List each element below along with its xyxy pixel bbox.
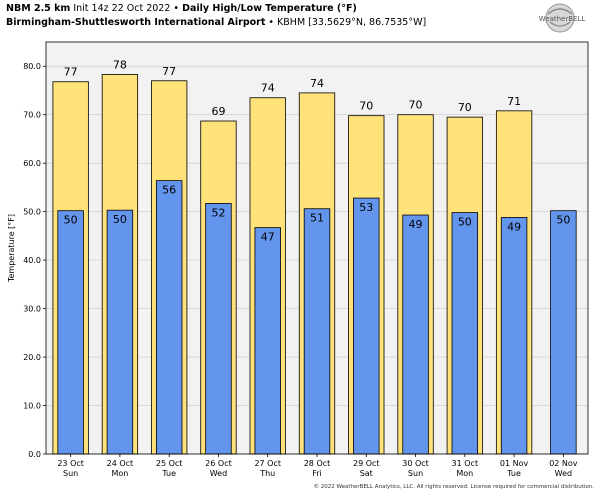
x-tick-label-date: 29 Oct	[353, 459, 380, 468]
high-temp-label: 70	[409, 99, 423, 112]
high-temp-label: 69	[211, 105, 225, 118]
low-temp-label: 51	[310, 212, 324, 225]
x-tick-label-day: Sun	[408, 469, 423, 478]
y-tick-label: 10.0	[23, 402, 41, 411]
low-temp-label: 50	[113, 213, 127, 226]
x-tick-label-date: 31 Oct	[452, 459, 479, 468]
low-temp-bar	[500, 217, 528, 455]
y-tick-label: 70.0	[23, 111, 41, 120]
x-tick-label-date: 23 Oct	[57, 459, 84, 468]
y-tick-label: 80.0	[23, 62, 41, 71]
chart-title-line: NBM 2.5 km Init 14z 22 Oct 2022 • Daily …	[6, 3, 357, 14]
x-tick-label-date: 27 Oct	[254, 459, 281, 468]
weatherbell-logo: WeatherBELL	[539, 3, 586, 33]
low-temp-bar	[254, 227, 281, 455]
y-tick-label: 60.0	[23, 159, 41, 168]
high-temp-label: 74	[310, 77, 324, 90]
low-temp-label: 56	[162, 184, 176, 197]
low-temp-label: 50	[458, 216, 472, 229]
x-tick-label-day: Fri	[312, 469, 322, 478]
title-bullet: •	[173, 3, 180, 14]
high-temp-label: 71	[507, 95, 521, 108]
high-temp-label: 78	[113, 58, 127, 71]
low-temp-label: 49	[507, 220, 521, 233]
high-temp-label: 77	[64, 66, 78, 79]
y-tick-label: 30.0	[23, 305, 41, 314]
y-tick-label: 50.0	[23, 208, 41, 217]
low-temp-bar	[402, 214, 429, 455]
high-temp-label: 70	[458, 101, 472, 114]
init-time: Init 14z 22 Oct 2022	[73, 3, 171, 14]
station-info: KBHM [33.5629°N, 86.7535°W]	[277, 17, 427, 28]
x-tick-label-date: 25 Oct	[156, 459, 183, 468]
low-temp-label: 49	[409, 218, 423, 231]
x-tick-label-date: 24 Oct	[107, 459, 134, 468]
x-tick-label-day: Mon	[456, 469, 473, 478]
x-tick-label-day: Wed	[210, 469, 227, 478]
x-tick-label-day: Mon	[111, 469, 128, 478]
x-tick-label-date: 01 Nov	[500, 459, 529, 468]
y-axis-label: Temperature [°F]	[7, 214, 16, 283]
low-temp-bar	[353, 197, 380, 455]
station-name: Birmingham-Shuttlesworth International A…	[6, 17, 266, 28]
high-temp-label: 70	[359, 100, 373, 113]
y-tick-label: 40.0	[23, 256, 41, 265]
x-tick-label-date: 26 Oct	[205, 459, 232, 468]
low-temp-label: 50	[64, 214, 78, 227]
low-temp-bar	[205, 203, 232, 455]
model-name: NBM 2.5 km	[6, 3, 71, 14]
x-tick-label-day: Sun	[63, 469, 78, 478]
low-temp-bar	[155, 180, 183, 455]
x-tick-label-date: 28 Oct	[304, 459, 331, 468]
x-tick-label-day: Wed	[555, 469, 572, 478]
low-temp-label: 47	[261, 231, 275, 244]
y-tick-label: 0.0	[28, 450, 41, 459]
x-tick-label-date: 02 Nov	[549, 459, 578, 468]
station-line: Birmingham-Shuttlesworth International A…	[6, 17, 426, 28]
y-tick-label: 20.0	[23, 353, 41, 362]
product-title: Daily High/Low Temperature (°F)	[182, 3, 357, 14]
x-tick-label-date: 30 Oct	[402, 459, 429, 468]
low-temp-bar	[550, 210, 577, 455]
logo-text: WeatherBELL	[539, 15, 586, 23]
low-temp-bar	[303, 208, 331, 455]
station-bullet: •	[268, 17, 275, 28]
low-temp-bar	[57, 210, 84, 455]
low-temp-bar	[106, 209, 134, 455]
x-tick-label-day: Tue	[506, 469, 521, 478]
copyright-notice: © 2022 WeatherBELL Analytics, LLC. All r…	[313, 484, 594, 490]
x-tick-label-day: Tue	[161, 469, 176, 478]
x-tick-label-day: Thu	[259, 469, 275, 478]
x-tick-label-day: Sat	[360, 469, 373, 478]
high-temp-label: 74	[261, 82, 275, 95]
high-temp-label: 77	[162, 65, 176, 78]
low-temp-bar	[451, 212, 479, 455]
low-temp-label: 53	[359, 201, 373, 214]
low-temp-label: 52	[211, 206, 225, 219]
low-temp-label: 50	[556, 214, 570, 227]
